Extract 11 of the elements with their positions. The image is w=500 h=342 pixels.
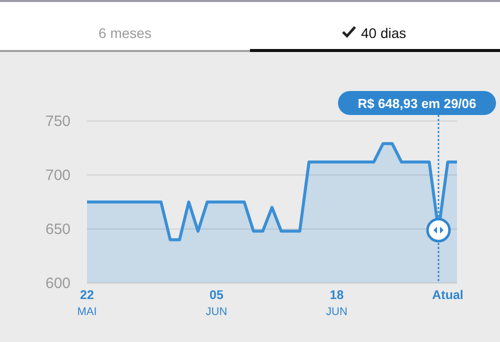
text: 6 meses [98,25,152,41]
ref-line-label: R$ 648,93 em 29/06 [358,96,476,111]
x-tick-label: Atual [432,288,464,302]
text: 40 dias [361,25,406,41]
x-tick-label: 05 JUN [206,288,228,318]
y-tick-label: 700 [45,167,71,184]
y-tick-label: 750 [45,113,71,130]
y-tick-label: 650 [45,221,71,238]
x-tick-label: 18 JUN [326,288,348,318]
x-tick-label: 22 MAI [77,288,97,318]
y-tick-label: 600 [45,275,71,292]
